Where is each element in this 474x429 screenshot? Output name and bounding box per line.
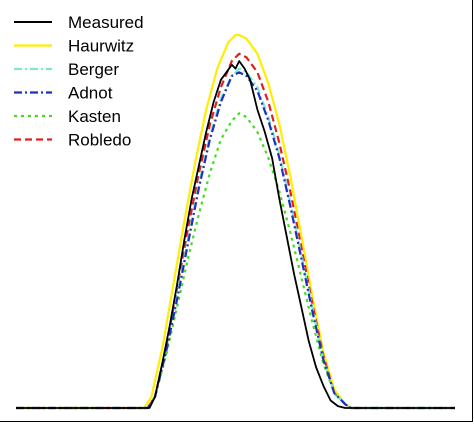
legend-entry-kasten: Kasten xyxy=(14,107,121,126)
legend-label-adnot: Adnot xyxy=(68,84,113,103)
legend-label-kasten: Kasten xyxy=(68,107,121,126)
series-line-kasten xyxy=(16,112,455,410)
series-line-measured xyxy=(16,60,455,409)
series-line-haurwitz xyxy=(16,33,455,410)
legend-entry-robledo: Robledo xyxy=(14,131,131,150)
legend-entry-measured: Measured xyxy=(14,13,144,32)
legend-entry-adnot: Adnot xyxy=(14,84,113,103)
legend-label-robledo: Robledo xyxy=(68,131,131,150)
legend-label-haurwitz: Haurwitz xyxy=(68,37,134,56)
legend-label-measured: Measured xyxy=(68,13,144,32)
series-line-adnot xyxy=(16,71,455,410)
legend-entry-berger: Berger xyxy=(14,60,119,79)
legend-entry-haurwitz: Haurwitz xyxy=(14,37,134,56)
legend-label-berger: Berger xyxy=(68,60,119,79)
